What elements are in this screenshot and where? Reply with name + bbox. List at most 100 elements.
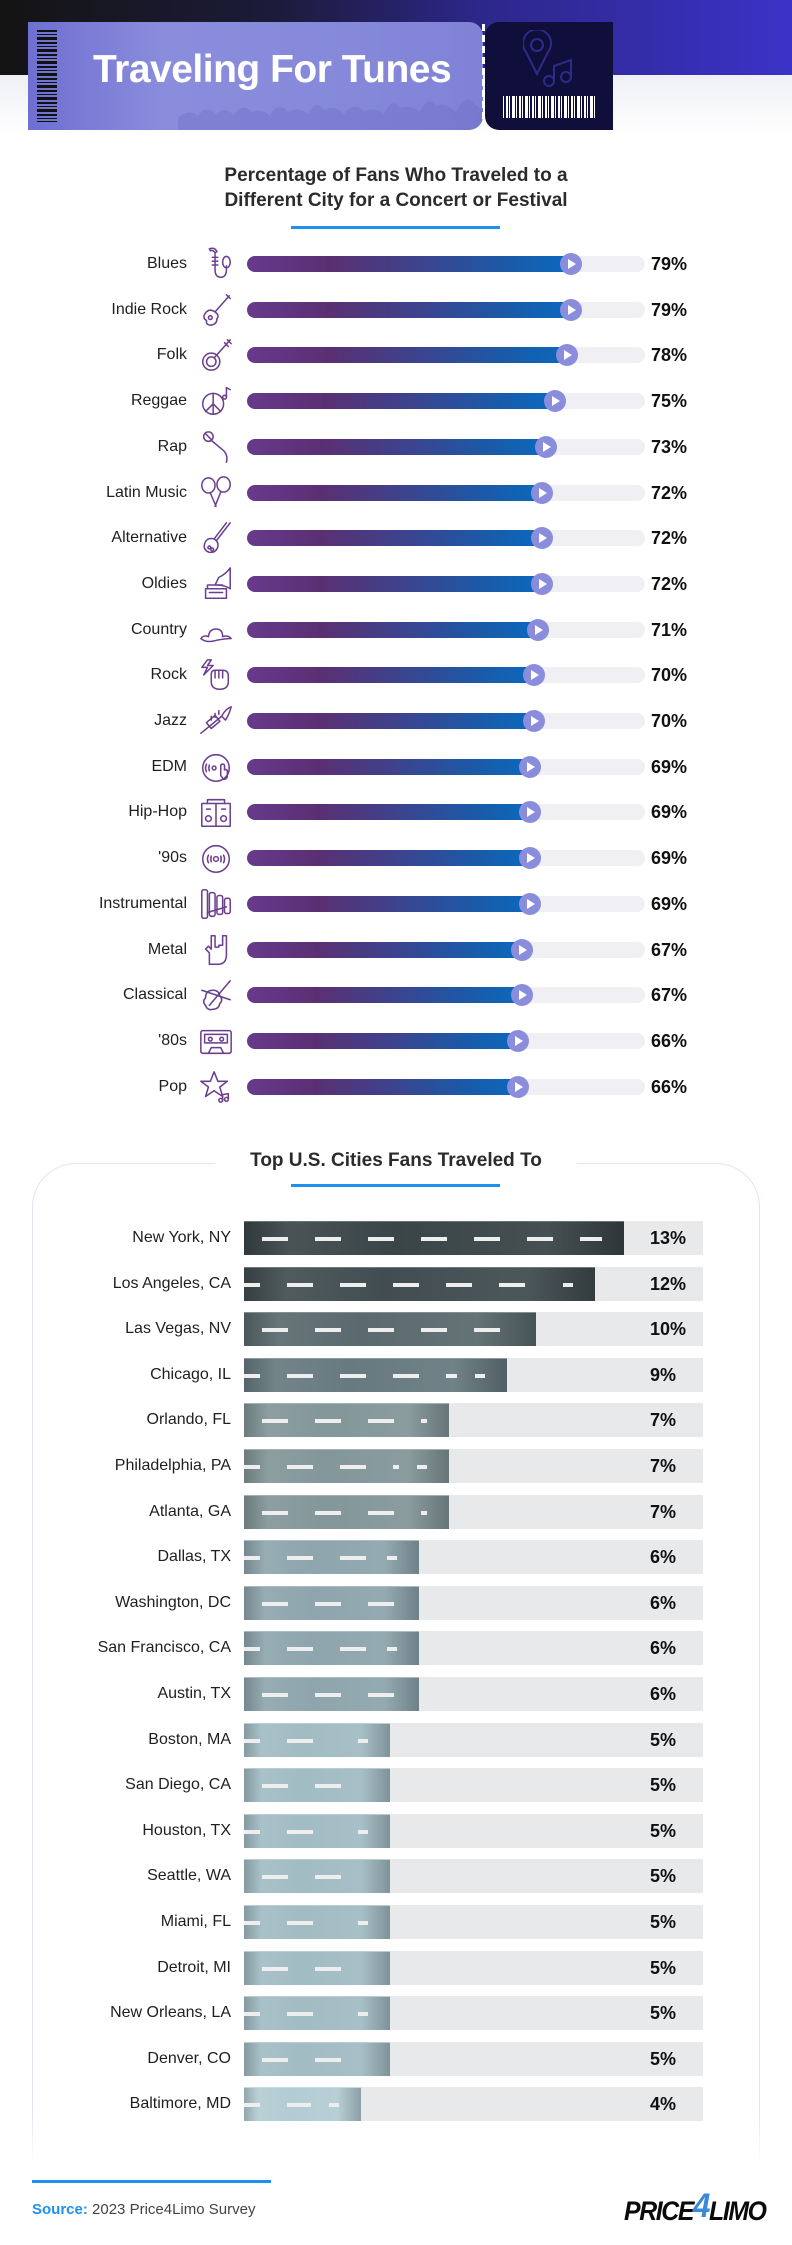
city-row: Boston, MA 5%	[0, 1722, 792, 1757]
genre-row: Folk 78%	[0, 335, 792, 375]
genre-bar	[247, 667, 538, 684]
play-icon	[535, 435, 558, 458]
city-row: Denver, CO 5%	[0, 2041, 792, 2076]
rock-hand-icon	[204, 934, 228, 965]
genre-bar	[247, 804, 534, 821]
play-icon	[523, 710, 545, 732]
city-value-label: 4%	[650, 2094, 677, 2115]
genre-row: Alternative 72%	[0, 518, 792, 558]
genre-bar	[247, 621, 543, 638]
city-value-label: 5%	[650, 2048, 677, 2069]
genre-label: Country	[130, 620, 187, 638]
genre-row: Pop 66%	[0, 1067, 792, 1107]
play-icon	[518, 755, 541, 778]
saxophone-icon	[208, 247, 231, 279]
city-value-label: 5%	[650, 1912, 677, 1932]
city-value-label: 5%	[650, 1820, 677, 1841]
city-value-label: 9%	[650, 1364, 677, 1385]
genre-label: Jazz	[154, 712, 187, 729]
cello-icon	[201, 980, 231, 1011]
genre-row: Hip-Hop 69%	[0, 792, 792, 832]
city-row: Austin, TX 6%	[0, 1677, 792, 1711]
genre-row: Blues 79%	[0, 244, 792, 284]
source-text: 2023 Price4Limo Survey	[87, 2201, 256, 2218]
logo-part-price: PRICE	[624, 2196, 694, 2226]
city-bar	[244, 1357, 508, 1392]
city-label: New Orleans, LA	[110, 2004, 231, 2022]
city-bar	[244, 1768, 391, 1803]
xylophone-icon	[201, 888, 231, 919]
city-bar	[244, 2087, 361, 2122]
banjo-icon	[201, 339, 232, 372]
genre-value-label: 73%	[651, 436, 688, 457]
road-dash-marking	[244, 1510, 427, 1515]
genre-value-label: 69%	[651, 893, 688, 914]
cities-chart-title-underline	[291, 1184, 500, 1187]
genre-label: Blues	[146, 255, 187, 272]
play-icon	[531, 481, 554, 504]
city-row: Orlando, FL 7%	[0, 1403, 792, 1438]
electric-guitar-icon	[203, 293, 231, 326]
city-row: Dallas, TX 6%	[0, 1540, 792, 1575]
genre-bar	[247, 393, 559, 410]
play-icon	[527, 618, 550, 641]
play-icon	[518, 801, 541, 824]
genre-label: Rock	[150, 666, 187, 684]
city-value-label: 12%	[650, 1273, 687, 1294]
road-dash-marking	[244, 1693, 398, 1697]
city-value-label: 5%	[650, 2003, 677, 2024]
cassette-tape-icon	[200, 1029, 232, 1054]
city-bar	[244, 1494, 449, 1529]
price4limo-logo: PRICE4LIMO	[624, 2186, 767, 2226]
genre-bar	[247, 758, 534, 775]
genre-row: Jazz 70%	[0, 701, 792, 741]
city-bar	[244, 1905, 391, 1939]
city-bar	[244, 1449, 449, 1483]
road-dash-marking	[244, 1875, 369, 1880]
road-dash-marking	[244, 1328, 515, 1333]
star-music-icon	[200, 1070, 230, 1103]
city-row: Las Vegas, NV 10%	[0, 1312, 792, 1347]
road-dash-marking	[244, 1784, 369, 1789]
city-row: Seattle, WA 5%	[0, 1859, 792, 1894]
road-dash-marking	[244, 2012, 369, 2017]
city-label: Houston, TX	[142, 1821, 231, 1839]
logo-part-four: 4	[693, 2187, 710, 2225]
genre-chart-title: Percentage of Fans Who Traveled to a Dif…	[0, 163, 792, 213]
genre-label: Latin Music	[106, 483, 187, 501]
genre-value-label: 70%	[651, 711, 688, 731]
genre-row: Classical 67%	[0, 975, 792, 1015]
ticket-perforation	[482, 24, 485, 128]
genre-value-label: 78%	[651, 345, 688, 366]
road-dash-marking	[244, 1601, 398, 1606]
city-label: San Diego, CA	[125, 1776, 231, 1794]
city-value-label: 10%	[650, 1319, 687, 1340]
boombox-icon	[201, 799, 231, 828]
road-dash-marking	[244, 1966, 369, 1971]
city-bar	[244, 1312, 537, 1347]
city-value-label: 5%	[650, 1866, 677, 1887]
trumpet-icon	[200, 706, 232, 735]
city-value-label: 6%	[650, 1592, 677, 1613]
title-ticket: Traveling For Tunes	[28, 22, 483, 130]
genre-row: Rap 73%	[0, 427, 792, 467]
genre-bar	[247, 256, 575, 272]
play-icon	[543, 390, 566, 413]
cowboy-hat-icon	[200, 627, 232, 642]
genre-label: Rap	[157, 437, 187, 455]
genre-bar	[247, 438, 551, 455]
genre-value-label: 67%	[651, 939, 688, 960]
genre-label: Folk	[156, 346, 187, 364]
city-label: San Francisco, CA	[97, 1639, 231, 1657]
city-row: Philadelphia, PA 7%	[0, 1449, 792, 1483]
city-row: Washington, DC 6%	[0, 1585, 792, 1620]
genre-row: Instrumental 69%	[0, 884, 792, 924]
genre-value-label: 69%	[651, 756, 688, 777]
city-bar	[244, 1631, 420, 1666]
genre-bar	[247, 530, 547, 547]
city-label: Los Angeles, CA	[112, 1274, 231, 1292]
city-row: Miami, FL 5%	[0, 1905, 792, 1939]
city-row: Detroit, MI 5%	[0, 1950, 792, 1985]
genre-label: Pop	[158, 1077, 187, 1095]
genre-label: '80s	[158, 1031, 187, 1049]
